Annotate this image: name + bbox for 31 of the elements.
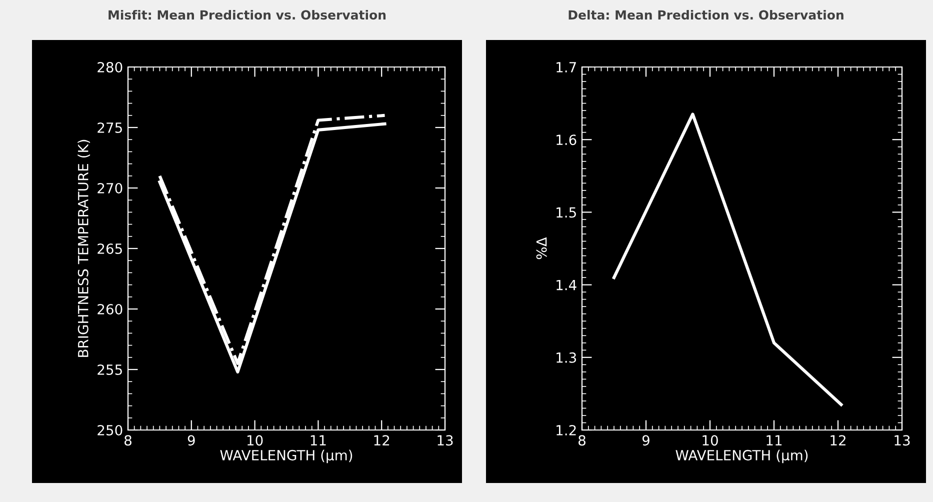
y-tick-label: 1.3 (556, 352, 576, 363)
x-tick-label: 12 (374, 435, 390, 446)
x-tick-label: 9 (642, 435, 650, 446)
y-tick-label: 265 (98, 243, 122, 254)
y-tick-label: 255 (98, 364, 122, 375)
y-tick-label: 280 (98, 62, 122, 72)
y-tick-label: 1.2 (556, 424, 576, 436)
y-tick-label: 250 (98, 424, 122, 436)
x-tick-label: 10 (247, 435, 263, 446)
x-tick-label: 9 (188, 435, 195, 446)
y-tick-label: 1.6 (556, 134, 576, 146)
chart-title: Delta: Mean Prediction vs. Observation (568, 10, 844, 20)
y-axis-title: BRIGHTNESS TEMPERATURE (K) (78, 140, 90, 357)
x-tick-label: 8 (124, 435, 132, 446)
y-tick-label: 1.5 (556, 207, 576, 218)
x-tick-label: 12 (830, 435, 846, 446)
y-tick-label: 1.4 (556, 280, 576, 290)
y-tick-label: 1.7 (556, 62, 576, 72)
x-tick-label: 10 (702, 435, 718, 446)
y-tick-label: 260 (98, 304, 122, 314)
y-tick-label: 275 (98, 122, 122, 133)
x-tick-label: 13 (894, 435, 910, 446)
x-axis-title: WAVELENGTH (μm) (220, 450, 352, 464)
x-axis-title: WAVELENGTH (μm) (676, 450, 808, 464)
x-tick-label: 11 (766, 435, 782, 446)
chart-title: Misfit: Mean Prediction vs. Observation (108, 10, 386, 20)
y-axis-title: %Δ (536, 237, 547, 260)
x-tick-label: 13 (438, 435, 453, 446)
x-tick-label: 8 (578, 435, 586, 446)
y-tick-label: 270 (98, 182, 122, 194)
x-tick-label: 11 (310, 435, 326, 446)
